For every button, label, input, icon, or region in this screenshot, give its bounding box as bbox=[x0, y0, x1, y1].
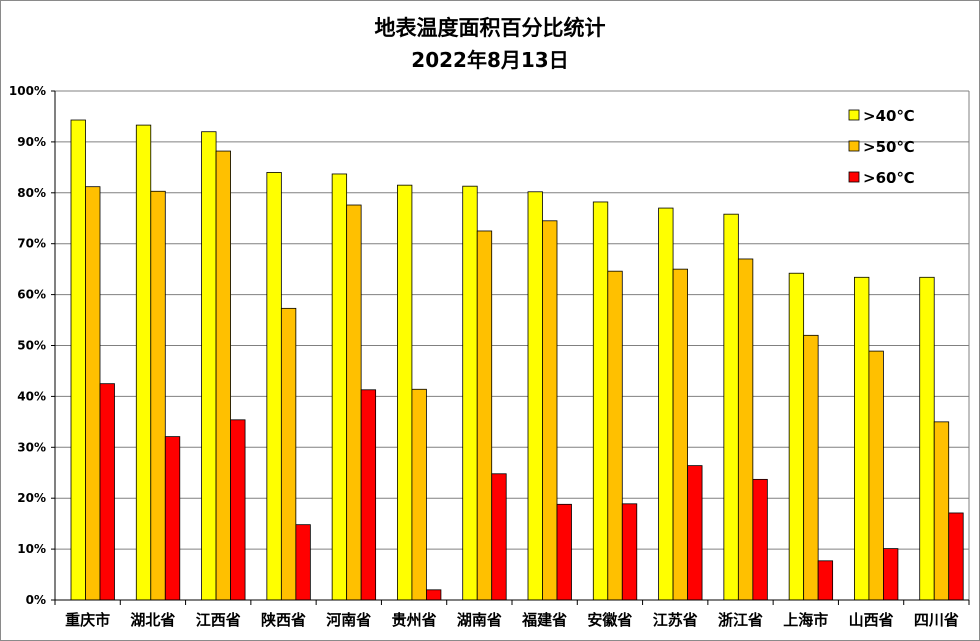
y-tick-label: 60% bbox=[17, 288, 46, 302]
bar bbox=[933, 421, 950, 601]
bar bbox=[266, 172, 282, 601]
y-tick-label: 100% bbox=[9, 84, 46, 98]
bar bbox=[230, 419, 246, 601]
x-axis: 重庆市 湖北省 江西省 陕西省 河南省 贵州省 湖南省 福建省 安徽省 江苏省 浙江省 上海市 山西省 四… bbox=[54, 599, 970, 629]
x-tick-label: 四川省 bbox=[914, 611, 959, 629]
x-tick-label: 江苏省 bbox=[653, 611, 698, 629]
chart-subtitle: 2022年8月13日 bbox=[411, 48, 569, 72]
bar bbox=[868, 350, 884, 601]
y-tick-label: 70% bbox=[17, 237, 46, 251]
bar bbox=[295, 524, 311, 601]
x-tick-label: 湖北省 bbox=[130, 611, 175, 629]
bar bbox=[527, 191, 543, 601]
bar bbox=[883, 548, 899, 601]
legend-label: >50℃ bbox=[863, 138, 915, 156]
bar bbox=[164, 436, 181, 601]
bar bbox=[752, 478, 768, 601]
bar bbox=[280, 307, 297, 601]
bar bbox=[346, 204, 362, 601]
y-tick-label: 10% bbox=[17, 542, 46, 556]
bar bbox=[397, 184, 413, 601]
bar bbox=[788, 272, 805, 601]
bar bbox=[476, 230, 493, 601]
legend-swatch bbox=[848, 140, 860, 152]
x-tick-label: 陕西省 bbox=[261, 611, 306, 629]
bar bbox=[803, 334, 819, 601]
bar bbox=[687, 465, 703, 601]
bar bbox=[135, 124, 152, 601]
bar bbox=[462, 185, 478, 601]
bar bbox=[592, 201, 609, 601]
bar bbox=[491, 473, 507, 601]
x-tick-label: 湖南省 bbox=[457, 611, 502, 629]
bar bbox=[672, 268, 688, 601]
y-tick-label: 50% bbox=[17, 339, 46, 353]
bars bbox=[70, 119, 964, 601]
y-axis: 0% 10% 20% 30% 40% 50% 60% 70% 80% 90% 100% bbox=[9, 84, 56, 607]
legend-swatch bbox=[848, 171, 860, 183]
legend-swatch bbox=[848, 109, 860, 121]
x-tick-label: 浙江省 bbox=[718, 611, 763, 629]
bar bbox=[201, 131, 217, 601]
x-tick-label: 安徽省 bbox=[587, 611, 632, 629]
legend: >40℃ >50℃ >60℃ bbox=[848, 107, 915, 187]
y-tick-label: 80% bbox=[17, 186, 46, 200]
bar bbox=[854, 276, 870, 601]
bar bbox=[737, 258, 754, 601]
bar bbox=[817, 560, 834, 601]
x-tick-label: 贵州省 bbox=[392, 611, 437, 629]
x-tick-label: 河南省 bbox=[326, 611, 371, 629]
bar bbox=[621, 503, 638, 601]
x-tick-label: 福建省 bbox=[521, 611, 567, 629]
bar bbox=[360, 389, 377, 601]
bar bbox=[723, 213, 739, 601]
legend-label: >60℃ bbox=[863, 169, 915, 187]
bar bbox=[556, 503, 572, 601]
y-tick-label: 0% bbox=[26, 593, 46, 607]
bar bbox=[150, 190, 166, 601]
bar bbox=[215, 150, 231, 601]
bar bbox=[426, 589, 442, 601]
y-tick-label: 40% bbox=[17, 389, 46, 403]
legend-label: >40℃ bbox=[863, 107, 915, 125]
bar bbox=[411, 388, 427, 601]
bar bbox=[542, 220, 558, 601]
x-tick-label: 上海市 bbox=[783, 611, 828, 629]
y-tick-label: 90% bbox=[17, 135, 46, 149]
bar bbox=[331, 173, 348, 601]
x-tick-label: 重庆市 bbox=[65, 611, 110, 629]
gridlines bbox=[55, 90, 970, 601]
bar bbox=[70, 119, 86, 601]
bar bbox=[99, 383, 115, 601]
bar bbox=[948, 512, 964, 601]
y-tick-label: 30% bbox=[17, 440, 46, 454]
chart-title: 地表温度面积百分比统计 bbox=[374, 16, 606, 40]
bar bbox=[607, 270, 623, 601]
bar bbox=[919, 276, 935, 601]
y-tick-label: 20% bbox=[17, 491, 46, 505]
bar bbox=[85, 186, 101, 601]
bar bbox=[658, 207, 674, 601]
x-tick-label: 江西省 bbox=[196, 611, 241, 629]
x-tick-label: 山西省 bbox=[849, 611, 894, 629]
